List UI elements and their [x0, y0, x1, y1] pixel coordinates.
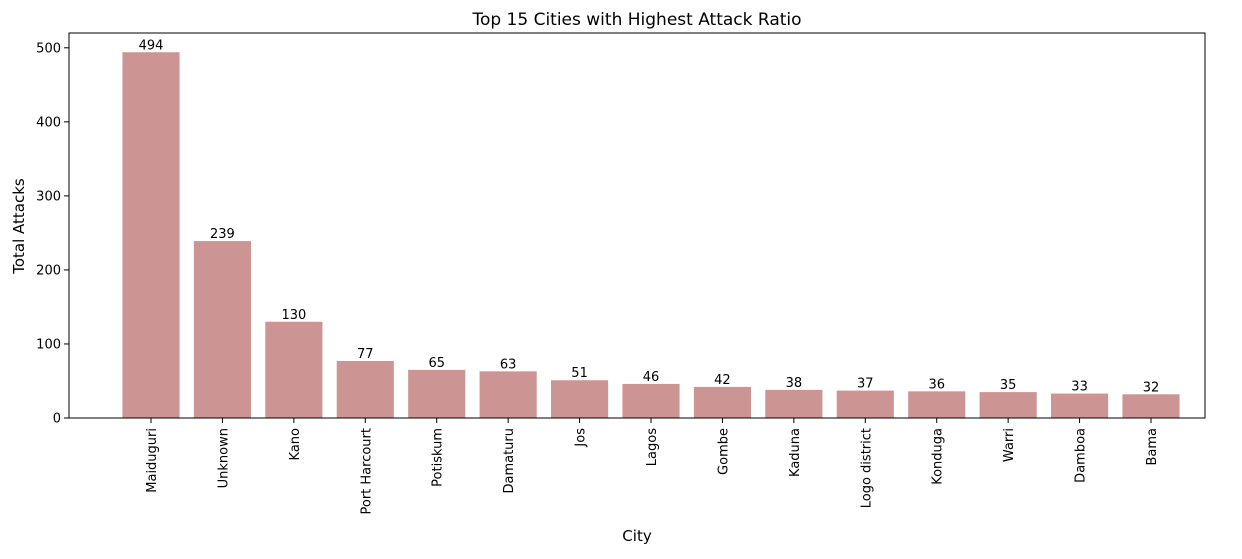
bar-value-label: 130: [281, 308, 306, 323]
y-tick-label: 400: [36, 115, 61, 130]
bar-value-label: 35: [1000, 378, 1017, 393]
x-tick-label: Damboa: [1074, 428, 1089, 483]
bar-value-label: 46: [643, 370, 660, 385]
chart-title: Top 15 Cities with Highest Attack Ratio: [471, 10, 801, 30]
bar-gombe: [693, 386, 751, 418]
bar-value-label: 65: [428, 356, 445, 371]
y-axis: 0 100 200 300 400 500: [36, 41, 69, 427]
bar-value-label: 37: [857, 377, 874, 392]
y-tick-label: 300: [36, 189, 61, 204]
bar-value-label: 33: [1071, 380, 1088, 395]
bar-potiskum: [408, 369, 466, 418]
bar-bama: [1122, 394, 1180, 418]
x-tick-label: Port Harcourt: [359, 428, 374, 515]
bar-value-label: 51: [571, 366, 588, 381]
plot-frame: [68, 32, 1206, 419]
x-tick-label: Damaturu: [502, 428, 517, 494]
bar-kano: [265, 321, 323, 418]
x-tick-label: Kano: [288, 428, 303, 461]
x-axis-label: City: [622, 527, 652, 545]
bar-jos: [551, 380, 609, 418]
x-tick-label: Jos: [574, 428, 589, 448]
x-tick-label: Logo district: [859, 428, 874, 508]
bar-warri: [979, 392, 1037, 418]
bar-damaturu: [479, 371, 537, 418]
bar-port-harcourt: [336, 360, 394, 418]
bar-unknown: [193, 241, 251, 418]
bar-value-label: 239: [210, 227, 235, 242]
y-tick-label: 100: [36, 337, 61, 352]
x-tick-label: Maiduguri: [145, 428, 160, 493]
bar-lagos: [622, 383, 680, 418]
x-tick-label: Konduga: [931, 428, 946, 485]
data-labels-group: 494 239 130 77 65 63 51 46 42 38 37 36 35 33 32: [139, 38, 1160, 395]
bars-group: [122, 52, 1180, 418]
bar-value-label: 36: [928, 377, 945, 392]
bar-value-label: 32: [1143, 380, 1160, 395]
bar-konduga: [908, 391, 966, 418]
bar-damboa: [1051, 393, 1109, 418]
y-tick-label: 200: [36, 263, 61, 278]
x-tick-label: Gombe: [716, 428, 731, 475]
x-tick-label: Kaduna: [788, 428, 803, 477]
bar-value-label: 38: [786, 376, 803, 391]
bar-value-label: 77: [357, 347, 374, 362]
x-tick-label: Unknown: [216, 428, 231, 488]
y-axis-label: Total Attacks: [10, 178, 28, 275]
bar-value-label: 42: [714, 373, 731, 388]
bar-kaduna: [765, 389, 823, 418]
bar-logo-district: [836, 390, 894, 418]
x-tick-label: Warri: [1002, 428, 1017, 462]
x-tick-label: Bama: [1145, 428, 1160, 466]
bar-value-label: 494: [139, 38, 164, 53]
x-axis: Maiduguri Unknown Kano Port Harcourt Potisku…: [145, 418, 1160, 515]
x-tick-label: Lagos: [645, 428, 660, 466]
bar-maiduguri: [122, 52, 180, 418]
x-tick-label: Potiskum: [431, 428, 446, 487]
y-tick-label: 500: [36, 41, 61, 56]
y-tick-label: 0: [53, 412, 61, 427]
bar-value-label: 63: [500, 357, 517, 372]
